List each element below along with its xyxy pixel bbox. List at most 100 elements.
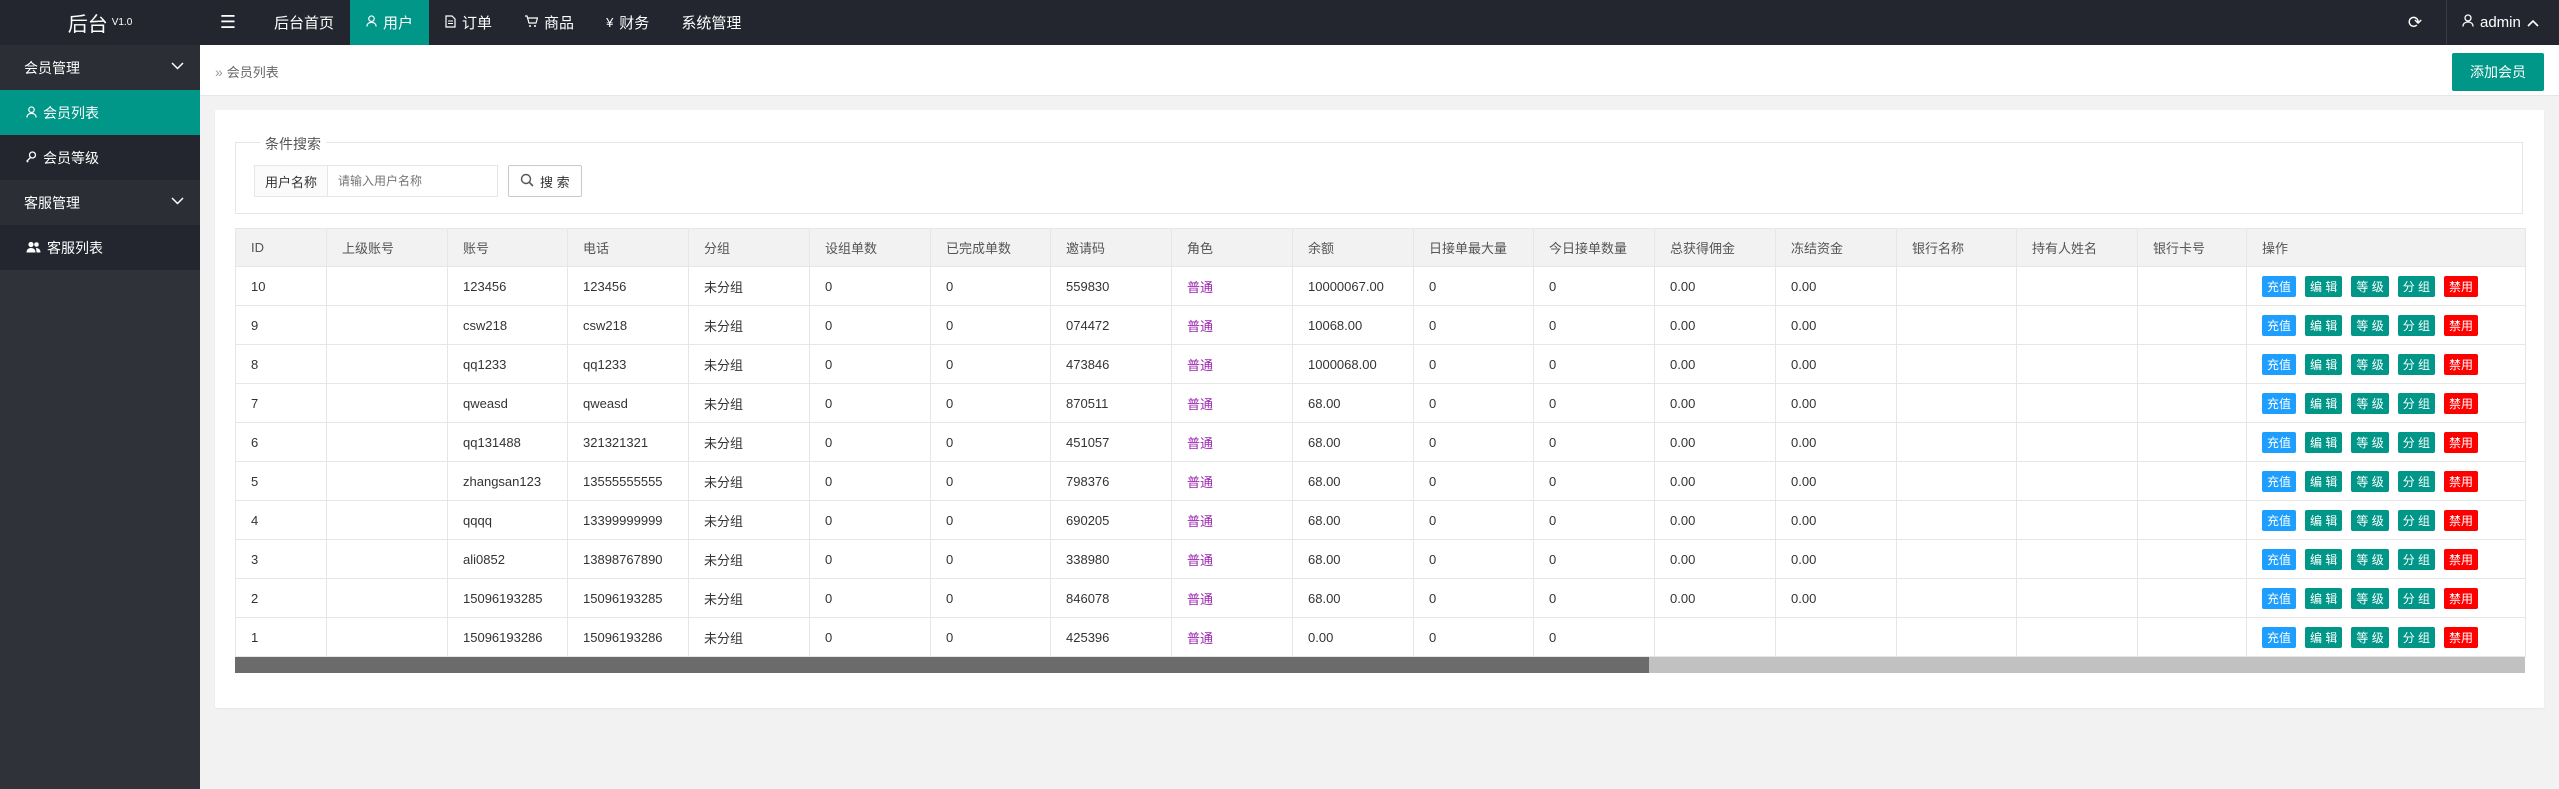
sidebar-item-1-0[interactable]: 客服列表 <box>0 225 200 270</box>
action-button-ban[interactable]: 禁用 <box>2444 587 2479 609</box>
actions-cell: 充值编 辑等 级分 组禁用 <box>2246 383 2526 423</box>
action-button-recharge[interactable]: 充值 <box>2262 392 2297 414</box>
sidebar-item-0-0[interactable]: 会员列表 <box>0 90 200 135</box>
table-cell: 0 <box>930 344 1051 384</box>
table-cell <box>2016 383 2138 423</box>
action-button-normal[interactable]: 等 级 <box>2351 587 2389 609</box>
action-button-recharge[interactable]: 充值 <box>2262 587 2297 609</box>
nav-item-1[interactable]: 用户 <box>350 0 430 45</box>
action-button-normal[interactable]: 编 辑 <box>2305 353 2343 375</box>
users-icon <box>26 240 41 256</box>
action-button-normal[interactable]: 编 辑 <box>2305 548 2343 570</box>
add-member-button[interactable]: 添加会员 <box>2452 53 2544 91</box>
nav-item-0[interactable]: 后台首页 <box>258 0 350 45</box>
action-button-normal[interactable]: 分 组 <box>2397 509 2436 531</box>
column-header: 操作 <box>2246 228 2526 267</box>
breadcrumb-bar: » 会员列表 添加会员 <box>200 45 2559 96</box>
scrollbar-thumb[interactable] <box>235 657 1649 673</box>
action-button-ban[interactable]: 禁用 <box>2444 353 2479 375</box>
search-row: 用户名称 搜 索 <box>254 165 582 197</box>
action-button-normal[interactable]: 编 辑 <box>2305 509 2343 531</box>
action-button-ban[interactable]: 禁用 <box>2444 509 2479 531</box>
action-button-recharge[interactable]: 充值 <box>2262 275 2297 297</box>
row-actions: 充值编 辑等 级分 组禁用 <box>2262 470 2525 492</box>
action-button-normal[interactable]: 编 辑 <box>2305 431 2343 453</box>
action-button-normal[interactable]: 编 辑 <box>2305 314 2343 336</box>
action-button-ban[interactable]: 禁用 <box>2444 275 2479 297</box>
table-cell: 123456 <box>447 266 568 306</box>
action-button-normal[interactable]: 等 级 <box>2351 470 2389 492</box>
action-button-normal[interactable]: 分 组 <box>2397 626 2436 648</box>
action-button-normal[interactable]: 等 级 <box>2351 548 2389 570</box>
action-button-normal[interactable]: 分 组 <box>2397 392 2436 414</box>
action-button-normal[interactable]: 等 级 <box>2351 275 2389 297</box>
action-button-recharge[interactable]: 充值 <box>2262 470 2297 492</box>
nav-item-4[interactable]: ¥ 财务 <box>590 0 665 45</box>
column-header: 银行卡号 <box>2137 228 2247 267</box>
action-button-ban[interactable]: 禁用 <box>2444 470 2479 492</box>
action-button-normal[interactable]: 编 辑 <box>2305 626 2343 648</box>
table-cell: 0 <box>1533 422 1655 462</box>
table-cell: 473846 <box>1050 344 1172 384</box>
search-button[interactable]: 搜 索 <box>508 165 582 197</box>
action-button-normal[interactable]: 等 级 <box>2351 314 2389 336</box>
action-button-normal[interactable]: 等 级 <box>2351 353 2389 375</box>
action-button-normal[interactable]: 分 组 <box>2397 548 2436 570</box>
action-button-normal[interactable]: 编 辑 <box>2305 275 2343 297</box>
table-cell <box>2016 617 2138 657</box>
table-cell: 0 <box>930 383 1051 423</box>
table-cell: 0 <box>930 539 1051 579</box>
action-button-ban[interactable]: 禁用 <box>2444 548 2479 570</box>
table-cell <box>326 539 448 579</box>
action-button-normal[interactable]: 编 辑 <box>2305 392 2343 414</box>
menu-toggle-icon[interactable]: ☰ <box>219 12 237 32</box>
refresh-icon[interactable]: ⟳ <box>2407 12 2423 32</box>
actions-cell: 充值编 辑等 级分 组禁用 <box>2246 305 2526 345</box>
action-button-normal[interactable]: 分 组 <box>2397 431 2436 453</box>
action-button-ban[interactable]: 禁用 <box>2444 626 2479 648</box>
table-cell: 10 <box>235 266 327 306</box>
action-button-normal[interactable]: 等 级 <box>2351 626 2389 648</box>
horizontal-scrollbar[interactable] <box>235 657 2525 673</box>
column-header: ID <box>235 228 327 267</box>
action-button-normal[interactable]: 分 组 <box>2397 470 2436 492</box>
action-button-recharge[interactable]: 充值 <box>2262 626 2297 648</box>
sidebar-group-1[interactable]: 客服管理 <box>0 180 200 225</box>
sidebar-item-0-1[interactable]: 会员等级 <box>0 135 200 180</box>
table-cell: 0.00 <box>1775 461 1897 501</box>
column-header: 余额 <box>1292 228 1414 267</box>
nav-item-2[interactable]: 订单 <box>429 0 508 45</box>
table-cell: 0.00 <box>1654 422 1776 462</box>
action-button-recharge[interactable]: 充值 <box>2262 548 2297 570</box>
table-cell: 0 <box>930 305 1051 345</box>
action-button-normal[interactable]: 分 组 <box>2397 353 2436 375</box>
action-button-normal[interactable]: 编 辑 <box>2305 587 2343 609</box>
action-button-recharge[interactable]: 充值 <box>2262 509 2297 531</box>
table-row: 2 15096193285 15096193285 未分组 0 0 846078 普通 68.0… <box>235 578 2526 618</box>
action-button-normal[interactable]: 编 辑 <box>2305 470 2343 492</box>
action-button-ban[interactable]: 禁用 <box>2444 314 2479 336</box>
nav-item-3[interactable]: 商品 <box>508 0 590 45</box>
action-button-recharge[interactable]: 充值 <box>2262 353 2297 375</box>
nav-item-5[interactable]: 系统管理 <box>665 0 757 45</box>
action-button-normal[interactable]: 分 组 <box>2397 587 2436 609</box>
action-button-normal[interactable]: 等 级 <box>2351 431 2389 453</box>
action-button-normal[interactable]: 等 级 <box>2351 509 2389 531</box>
document-icon <box>445 14 456 31</box>
table-cell: csw218 <box>447 305 568 345</box>
sidebar-group-0[interactable]: 会员管理 <box>0 45 200 90</box>
action-button-normal[interactable]: 等 级 <box>2351 392 2389 414</box>
table-row: 4 qqqq 13399999999 未分组 0 0 690205 普通 68.00 0 0 0.00… <box>235 500 2526 540</box>
action-button-normal[interactable]: 分 组 <box>2397 275 2436 297</box>
action-button-normal[interactable]: 分 组 <box>2397 314 2436 336</box>
action-button-recharge[interactable]: 充值 <box>2262 431 2297 453</box>
username-input[interactable] <box>328 165 499 197</box>
user-menu[interactable]: admin <box>2462 0 2539 45</box>
action-button-recharge[interactable]: 充值 <box>2262 314 2297 336</box>
table-cell: 10068.00 <box>1292 305 1414 345</box>
action-button-ban[interactable]: 禁用 <box>2444 392 2479 414</box>
table-cell <box>2016 422 2138 462</box>
action-button-ban[interactable]: 禁用 <box>2444 431 2479 453</box>
brand-logo[interactable]: 后台 V1.0 <box>0 0 200 45</box>
search-fieldset: 条件搜索 用户名称 搜 索 <box>235 134 2523 214</box>
